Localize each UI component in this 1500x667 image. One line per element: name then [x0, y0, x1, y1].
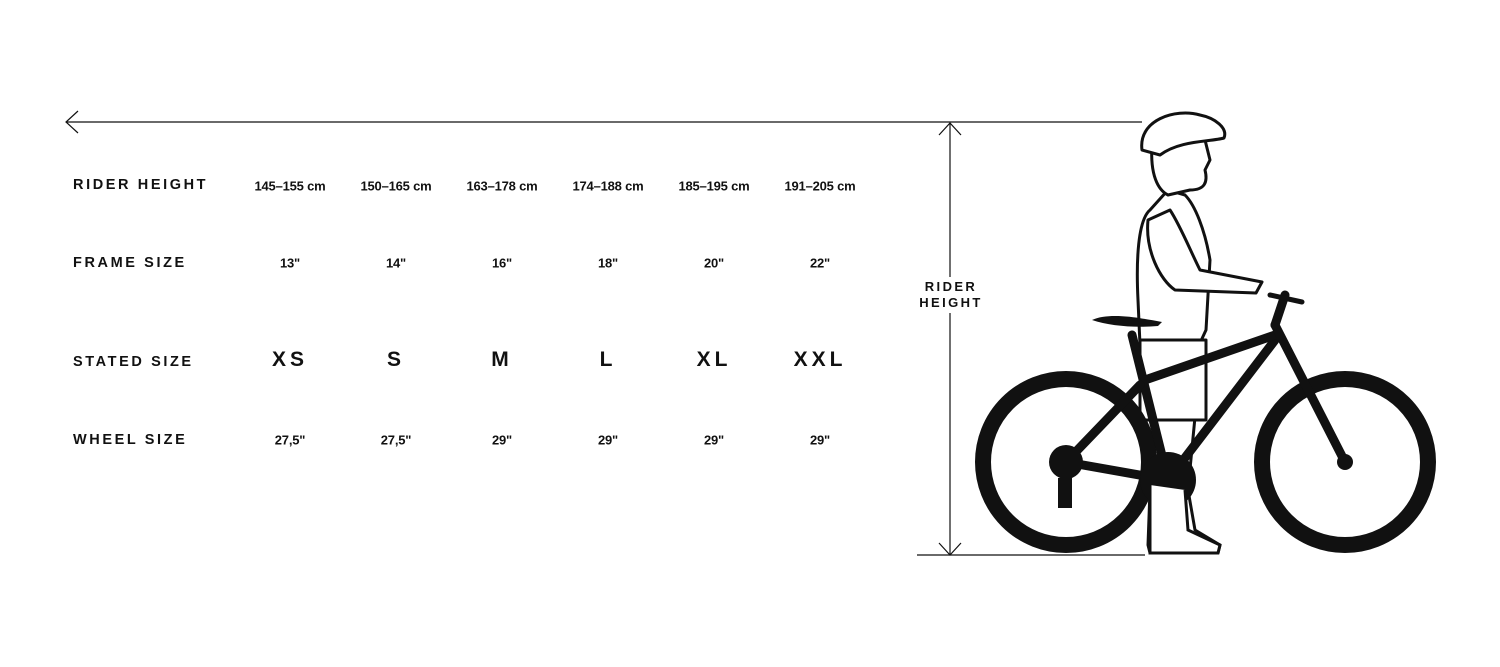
- frame-size-cell: 16": [491, 255, 513, 271]
- rider-height-cell: 185–195 cm: [678, 178, 750, 194]
- dimension-label-line2: HEIGHT: [919, 295, 983, 310]
- stated-size-cell: XXL: [793, 348, 847, 371]
- wheel-size-cell: 29": [491, 432, 513, 448]
- arrow-left-icon: [65, 110, 79, 134]
- stated-size-cell: M: [491, 348, 513, 371]
- row-label-stated-size: STATED SIZE: [73, 354, 194, 370]
- stated-size-cell: L: [599, 348, 617, 371]
- frame-size-cell: 18": [597, 255, 619, 271]
- stated-size-cell: XS: [271, 348, 309, 371]
- rider-height-cell: 163–178 cm: [466, 178, 538, 194]
- row-label-frame-size: FRAME SIZE: [73, 255, 187, 271]
- wheel-size-cell: 29": [597, 432, 619, 448]
- rider-height-cell: 145–155 cm: [254, 178, 326, 194]
- stated-size-cell: S: [386, 348, 406, 371]
- frame-size-cell: 14": [385, 255, 407, 271]
- row-label-wheel-size: WHEEL SIZE: [73, 432, 188, 448]
- row-label-rider-height: RIDER HEIGHT: [73, 177, 209, 193]
- wheel-size-cell: 29": [809, 432, 831, 448]
- rider-height-cell: 150–165 cm: [360, 178, 432, 194]
- rider-with-bike-illustration: [975, 111, 1436, 555]
- wheel-size-cell: 27,5": [380, 432, 412, 448]
- frame-size-cell: 22": [809, 255, 831, 271]
- dimension-label-line1: RIDER: [924, 279, 978, 294]
- rider-height-cell: 174–188 cm: [572, 178, 644, 194]
- wheel-size-cell: 27,5": [274, 432, 306, 448]
- rider-height-dimension-label: RIDER HEIGHT: [919, 277, 983, 313]
- rider-height-cell: 191–205 cm: [784, 178, 856, 194]
- stated-size-cell: XL: [696, 348, 732, 371]
- frame-size-cell: 13": [279, 255, 301, 271]
- wheel-size-cell: 29": [703, 432, 725, 448]
- frame-size-cell: 20": [703, 255, 725, 271]
